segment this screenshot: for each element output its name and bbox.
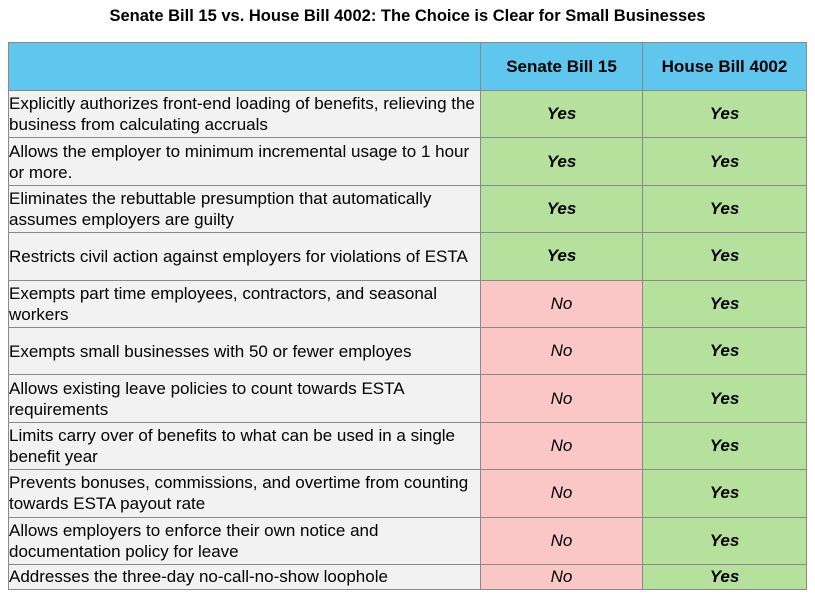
criterion-cell: Allows employers to enforce their own no…: [8, 516, 481, 565]
house-bill-4002-value: Yes: [642, 421, 807, 471]
criterion-cell: Exempts small businesses with 50 or fewe…: [8, 326, 481, 376]
table-row: Allows employers to enforce their own no…: [8, 516, 807, 565]
criterion-cell: Eliminates the rebuttable presumption th…: [8, 184, 481, 234]
senate-bill-15-value: No: [480, 516, 643, 565]
senate-bill-15-value: Yes: [480, 137, 643, 186]
table-row: Addresses the three-day no-call-no-show …: [8, 563, 807, 590]
house-bill-4002-value: Yes: [642, 89, 807, 139]
criterion-cell: Allows existing leave policies to count …: [8, 374, 481, 423]
table-row: Allows existing leave policies to count …: [8, 374, 807, 423]
table-row: Exempts small businesses with 50 or fewe…: [8, 326, 807, 376]
header-criterion: [8, 42, 481, 91]
header-house-bill-4002: House Bill 4002: [642, 42, 807, 91]
senate-bill-15-value: Yes: [480, 89, 643, 139]
criterion-cell: Explicitly authorizes front-end loading …: [8, 89, 481, 139]
senate-bill-15-value: No: [480, 563, 643, 590]
house-bill-4002-value: Yes: [642, 374, 807, 423]
criterion-cell: Exempts part time employees, contractors…: [8, 279, 481, 328]
criterion-cell: Limits carry over of benefits to what ca…: [8, 421, 481, 471]
house-bill-4002-value: Yes: [642, 516, 807, 565]
criterion-cell: Addresses the three-day no-call-no-show …: [8, 563, 481, 590]
house-bill-4002-value: Yes: [642, 184, 807, 234]
criterion-cell: Allows the employer to minimum increment…: [8, 137, 481, 186]
house-bill-4002-value: Yes: [642, 326, 807, 376]
senate-bill-15-value: Yes: [480, 184, 643, 234]
criterion-cell: Restricts civil action against employers…: [8, 232, 481, 281]
table-row: Eliminates the rebuttable presumption th…: [8, 184, 807, 234]
table-row: Exempts part time employees, contractors…: [8, 279, 807, 328]
senate-bill-15-value: No: [480, 326, 643, 376]
house-bill-4002-value: Yes: [642, 137, 807, 186]
header-senate-bill-15: Senate Bill 15: [480, 42, 643, 91]
senate-bill-15-value: No: [480, 469, 643, 518]
house-bill-4002-value: Yes: [642, 279, 807, 328]
table-row: Restricts civil action against employers…: [8, 232, 807, 281]
house-bill-4002-value: Yes: [642, 469, 807, 518]
table-row: Prevents bonuses, commissions, and overt…: [8, 469, 807, 518]
senate-bill-15-value: Yes: [480, 232, 643, 281]
senate-bill-15-value: No: [480, 374, 643, 423]
table-row: Limits carry over of benefits to what ca…: [8, 421, 807, 471]
senate-bill-15-value: No: [480, 279, 643, 328]
house-bill-4002-value: Yes: [642, 563, 807, 590]
comparison-table: Senate Bill 15 House Bill 4002 Explicitl…: [8, 42, 807, 590]
table-row: Explicitly authorizes front-end loading …: [8, 89, 807, 139]
senate-bill-15-value: No: [480, 421, 643, 471]
criterion-cell: Prevents bonuses, commissions, and overt…: [8, 469, 481, 518]
table-row: Allows the employer to minimum increment…: [8, 137, 807, 186]
house-bill-4002-value: Yes: [642, 232, 807, 281]
header-row: Senate Bill 15 House Bill 4002: [8, 42, 807, 91]
page-title: Senate Bill 15 vs. House Bill 4002: The …: [109, 7, 706, 25]
